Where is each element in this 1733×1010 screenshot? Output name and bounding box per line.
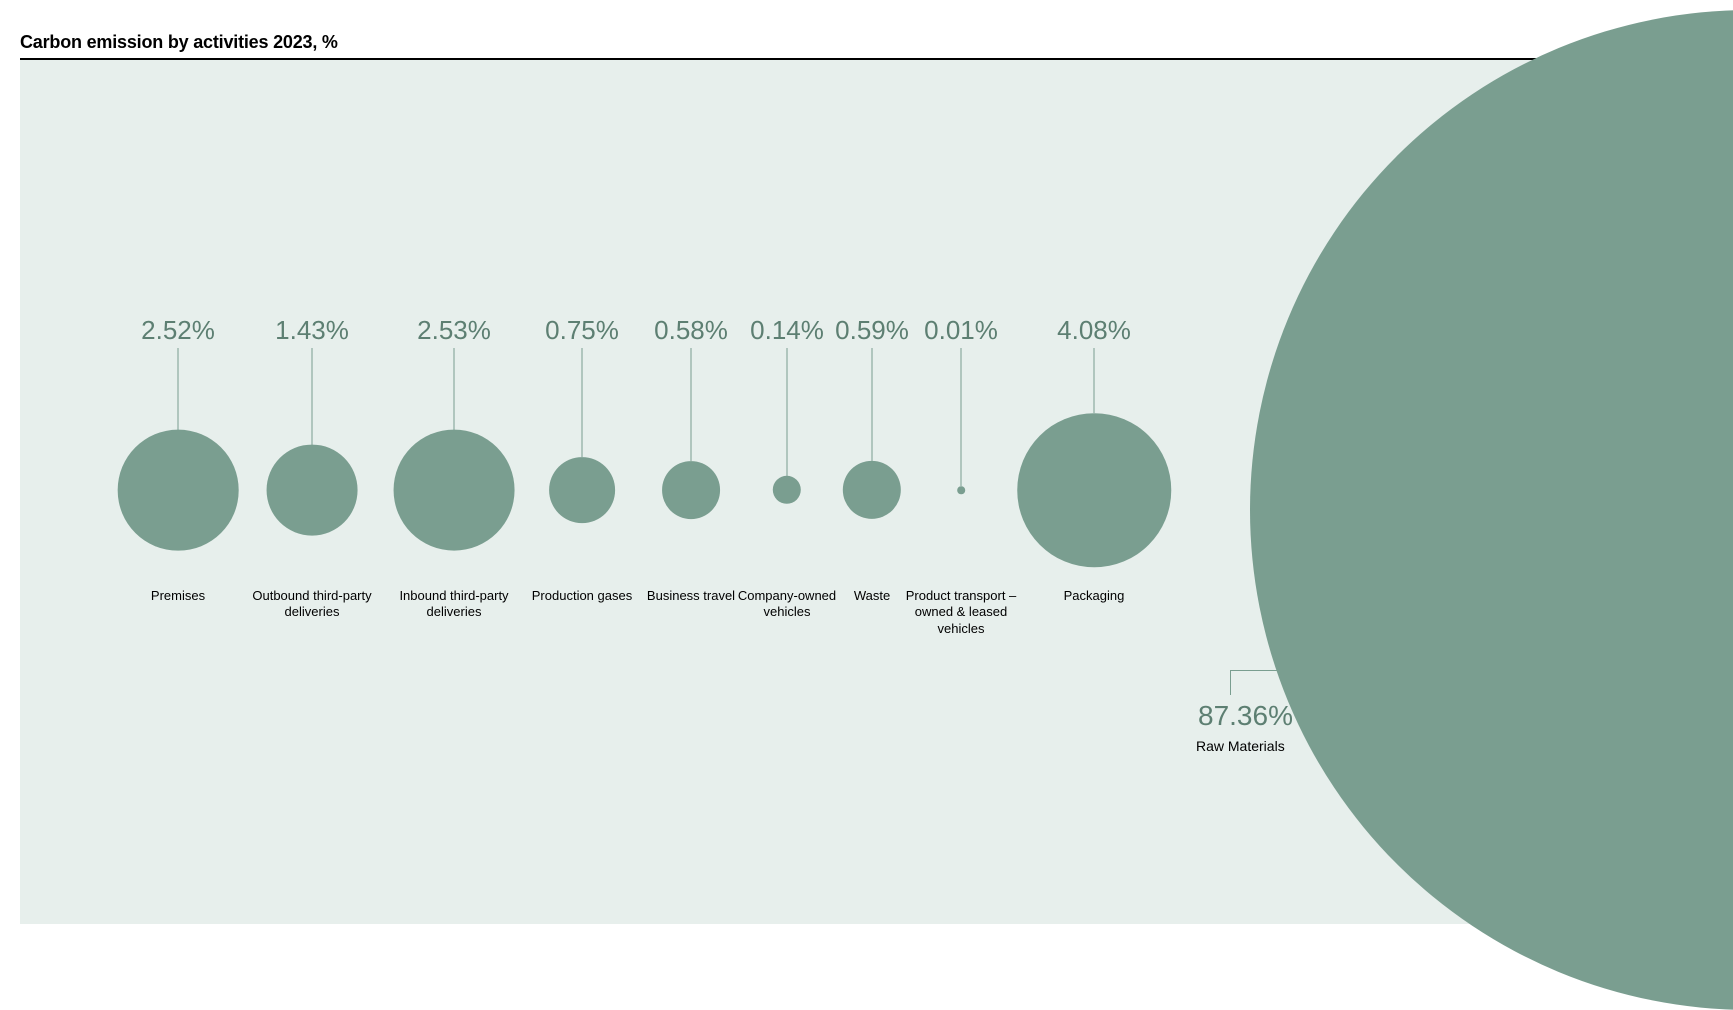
bubble-percent: 1.43% <box>275 315 349 346</box>
bubble-stem <box>454 348 455 430</box>
bubble-percent: 0.14% <box>750 315 824 346</box>
bubble-label: Outbound third-party deliveries <box>252 588 372 621</box>
bubble <box>267 445 358 536</box>
bubble <box>1017 413 1171 567</box>
bubble-label: Product transport – owned & leased vehic… <box>901 588 1021 637</box>
bubble-percent: 2.52% <box>141 315 215 346</box>
bubble-label: Premises <box>118 588 238 604</box>
big-callout-line <box>1230 670 1310 671</box>
bubble <box>549 457 615 523</box>
bubble-stem <box>178 348 179 430</box>
bubble-stem <box>961 348 962 486</box>
bubble-stem <box>1094 348 1095 413</box>
bubble-percent: 4.08% <box>1057 315 1131 346</box>
bubble-percent: 0.01% <box>924 315 998 346</box>
bubble-stem <box>872 348 873 461</box>
big-bubble-percent: 87.36% <box>1198 700 1293 732</box>
bubble-percent: 0.59% <box>835 315 909 346</box>
bubble <box>843 461 901 519</box>
chart-title: Carbon emission by activities 2023, % <box>20 32 338 53</box>
bubble <box>394 430 515 551</box>
bubble <box>773 476 801 504</box>
bubble-stem <box>582 348 583 457</box>
bubble-stem <box>312 348 313 445</box>
big-bubble-label: Raw Materials <box>1196 738 1285 754</box>
bubble-percent: 0.58% <box>654 315 728 346</box>
bubble <box>957 486 965 494</box>
bubble-label: Production gases <box>522 588 642 604</box>
bubble-label: Inbound third-party deliveries <box>394 588 514 621</box>
bubble-stem <box>691 348 692 461</box>
bubble-stem <box>787 348 788 476</box>
bubble-label: Packaging <box>1034 588 1154 604</box>
bubble <box>118 430 239 551</box>
big-callout-line <box>1230 670 1231 695</box>
chart-area: 2.52% Premises 1.43% Outbound third-party d… <box>20 60 1713 924</box>
bubble-percent: 2.53% <box>417 315 491 346</box>
bubble-percent: 0.75% <box>545 315 619 346</box>
big-bubble <box>1250 10 1733 1010</box>
bubble <box>662 461 720 519</box>
